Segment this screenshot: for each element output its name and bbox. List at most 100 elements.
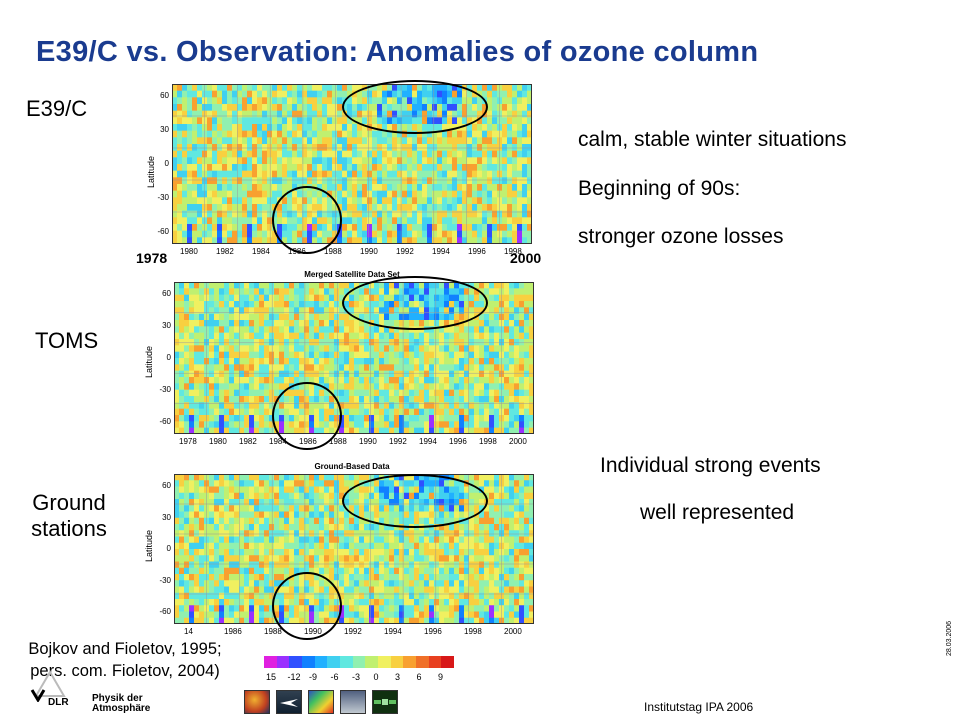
colorbar-tick-label: 6	[416, 672, 422, 682]
label-ground: Ground stations	[14, 490, 124, 542]
x-tick-label: 1996	[468, 247, 486, 256]
x-tick-label: 14	[184, 627, 193, 636]
highlight-ellipse-model	[342, 80, 488, 134]
y-tick-label: 60	[160, 91, 169, 100]
x-tick-label: 1986	[224, 627, 242, 636]
x-tick-label: 1994	[419, 437, 437, 446]
plot-model-start-year: 1978	[136, 250, 168, 266]
x-tick-label: 1992	[389, 437, 407, 446]
colorbar-segment	[302, 656, 315, 668]
x-tick-label: 1990	[359, 437, 377, 446]
x-tick-label: 1978	[179, 437, 197, 446]
x-tick-label: 1984	[269, 437, 287, 446]
colorbar-segment	[390, 656, 404, 668]
colorbar-tick-label: 3	[395, 672, 401, 682]
label-toms: TOMS	[35, 328, 99, 353]
map-thumbnail-icon	[308, 690, 334, 714]
y-tick-label: -60	[159, 607, 171, 616]
x-tick-label: 1988	[324, 247, 342, 256]
note-losses: stronger ozone losses	[578, 225, 784, 248]
x-tick-label: 2000	[504, 627, 522, 636]
highlight-circle-ground	[272, 572, 342, 640]
y-tick-label: 30	[162, 512, 171, 522]
x-tick-label: 1998	[504, 247, 522, 256]
colorbar-segment	[276, 656, 290, 668]
x-tick-label: 1996	[449, 437, 467, 446]
globe-thumbnail-icon	[244, 690, 270, 714]
colorbar-tick-label: 15	[266, 672, 277, 682]
label-model: E39/C	[26, 96, 88, 121]
y-tick-label: 0	[166, 544, 171, 553]
x-tick-label: 1982	[239, 437, 257, 446]
aircraft-thumbnail-icon	[276, 690, 302, 714]
colorbar-segment	[289, 656, 303, 668]
org-line1: Physik der	[92, 693, 143, 704]
x-tick-label: 1982	[216, 247, 234, 256]
slide-date: 28.03.2006	[946, 620, 953, 656]
plot-model-end-year: 2000	[510, 250, 542, 266]
y-tick-label: -30	[159, 385, 171, 394]
label-ground-line2: stations	[31, 516, 107, 541]
note-beginning: Beginning of 90s:	[578, 177, 741, 200]
x-tick-label: 1994	[384, 627, 402, 636]
citation-line2: pers. com. Fioletov, 2004)	[30, 662, 220, 680]
cloud-thumbnail-icon	[340, 690, 366, 714]
note-events: Individual strong events	[600, 454, 821, 477]
x-tick-label: 1994	[432, 247, 450, 256]
colorbar-tick-label: 0	[373, 672, 379, 682]
x-tick-label: 2000	[509, 437, 527, 446]
colorbar-segment	[365, 656, 379, 668]
colorbar-segment	[314, 656, 328, 668]
satellite-thumbnail-icon	[372, 690, 398, 714]
colorbar-segment	[416, 656, 429, 668]
citation-line1: Bojkov and Fioletov, 1995;	[28, 640, 222, 658]
x-tick-label: 1980	[209, 437, 227, 446]
slide-title: E39/C vs. Observation: Anomalies of ozon…	[36, 36, 759, 68]
colorbar-segment	[428, 656, 442, 668]
colorbar-segment	[441, 656, 455, 668]
colorbar-segment	[327, 656, 341, 668]
event-label: Institutstag IPA 2006	[644, 700, 754, 714]
colorbar-segment	[352, 656, 366, 668]
y-tick-label: -30	[157, 193, 169, 202]
x-tick-label: 1996	[424, 627, 442, 636]
x-tick-label: 1988	[264, 627, 282, 636]
colorbar	[264, 656, 455, 668]
dlr-label: DLR	[48, 697, 69, 708]
colorbar-tick-label: -3	[352, 672, 361, 682]
colorbar-segment	[264, 656, 277, 668]
highlight-ellipse-toms	[342, 276, 488, 330]
colorbar-segment	[378, 656, 391, 668]
note-represented: well represented	[640, 501, 795, 524]
colorbar-segment	[403, 656, 417, 668]
colorbar-tick-label: 9	[438, 672, 444, 682]
colorbar-tick-label: -9	[309, 672, 318, 682]
colorbar-segment	[340, 656, 353, 668]
highlight-circle-model	[272, 186, 342, 254]
y-tick-label: 0	[166, 353, 171, 362]
y-tick-label: 30	[160, 125, 169, 134]
dlr-logo-icon	[30, 662, 70, 703]
y-tick-label: 60	[162, 481, 171, 490]
label-ground-line1: Ground	[32, 490, 106, 515]
y-tick-label: -30	[159, 575, 171, 585]
x-tick-label: 1990	[360, 247, 378, 256]
x-tick-label: 1998	[479, 437, 497, 446]
citation: Bojkov and Fioletov, 1995; pers. com. Fi…	[0, 640, 250, 681]
colorbar-tick-label: -6	[330, 672, 339, 682]
x-tick-label: 1992	[396, 247, 414, 256]
y-tick-label: -60	[157, 227, 169, 236]
x-tick-label: 1992	[344, 627, 362, 636]
y-tick-label: 60	[162, 289, 171, 298]
x-tick-label: 1980	[180, 247, 198, 256]
note-calm: calm, stable winter situations	[578, 128, 847, 151]
highlight-ellipse-ground	[342, 474, 488, 528]
plot-toms-title: Merged Satellite Data Set	[304, 270, 400, 279]
colorbar-tick-label: -12	[287, 672, 301, 682]
y-tick-label: 0	[164, 159, 169, 168]
y-tick-label: 30	[162, 321, 171, 330]
plot-ground-title: Ground-Based Data	[314, 462, 390, 471]
x-tick-label: 1988	[329, 437, 347, 446]
highlight-circle-toms	[272, 382, 342, 450]
x-tick-label: 1998	[464, 627, 482, 636]
